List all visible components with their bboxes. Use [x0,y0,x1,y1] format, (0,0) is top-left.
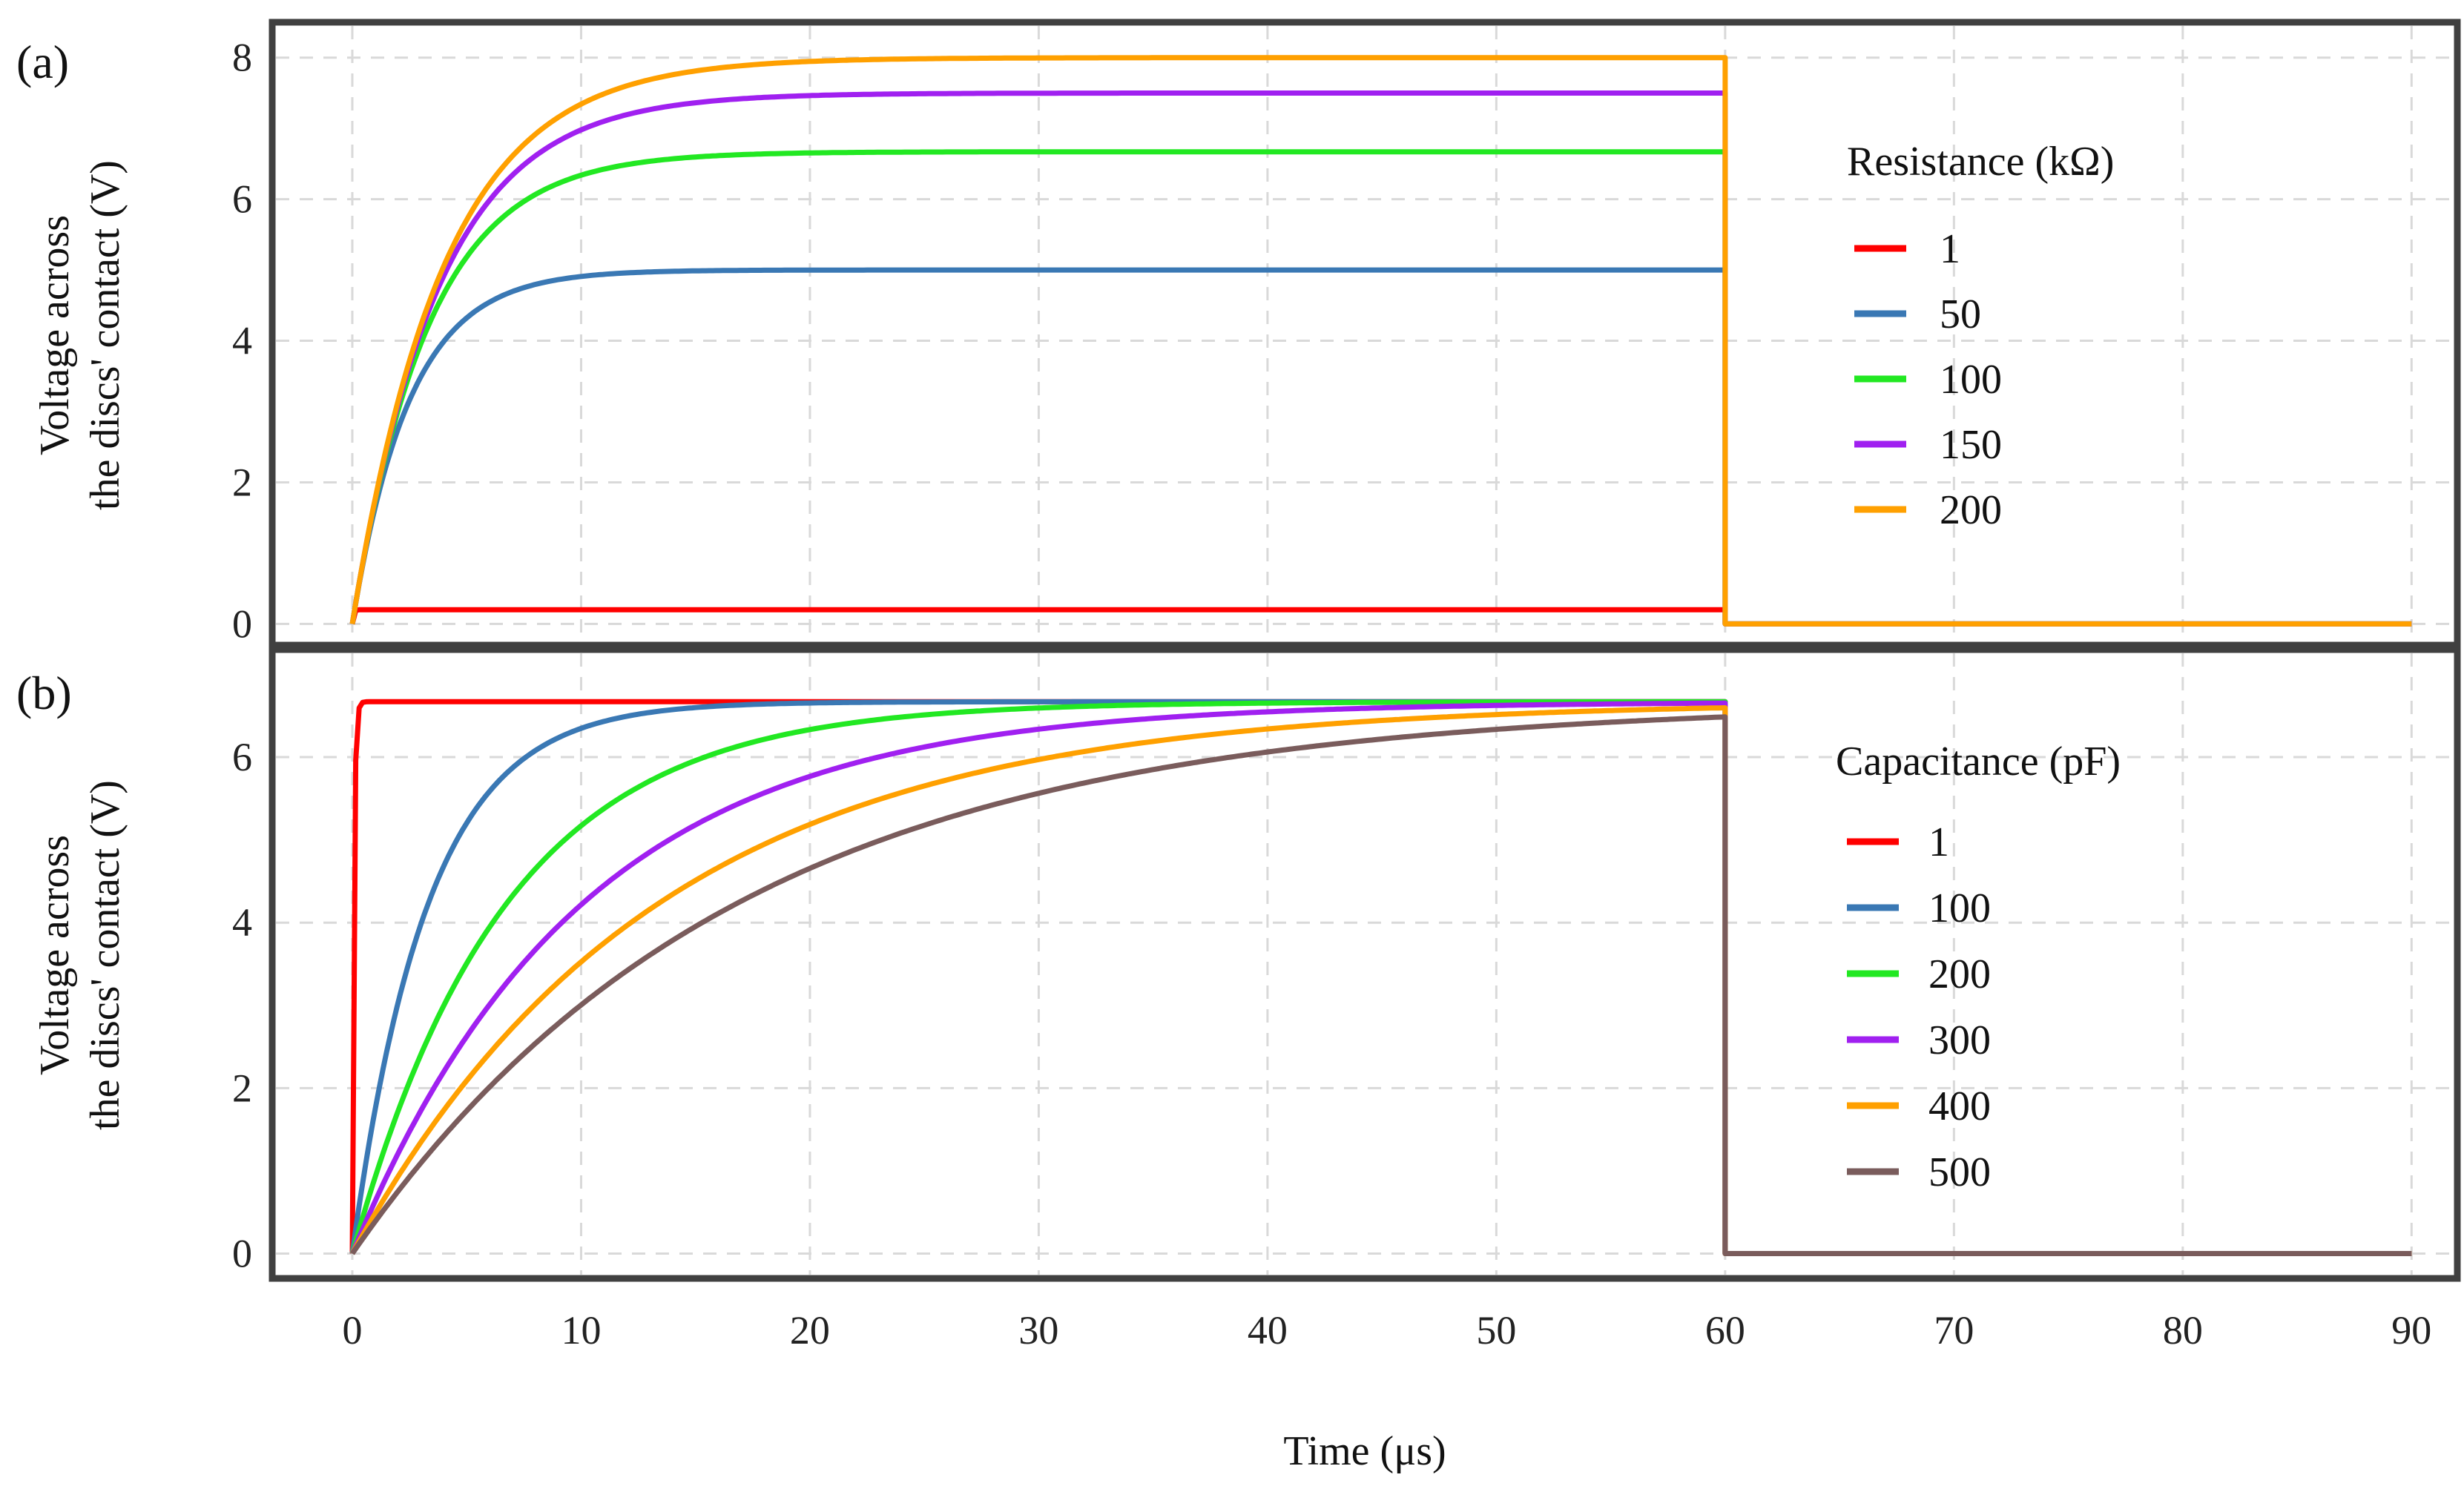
x-tick-label: 70 [1934,1308,1974,1353]
legend-label-1: 1 [1928,819,1949,865]
panel-a-y-label-line2: the discs' contact (V) [82,160,128,510]
legend-label-150: 150 [1940,422,2002,468]
x-axis-ticks: 0 10 20 30 40 50 60 70 80 90 [342,1308,2431,1353]
series-line-1 [349,607,2412,627]
panel-b-legend: Capacitance (pF) 1 100 200 300 400 500 [1836,739,2121,1195]
series-line-300 [349,700,2412,1256]
x-tick-label: 10 [561,1308,601,1353]
y-tick-label: 4 [232,319,252,363]
x-axis-label: Time (μs) [1283,1428,1446,1474]
legend-label-100: 100 [1928,885,1991,931]
y-tick-label: 4 [232,900,252,945]
series-line-400 [349,705,2412,1256]
x-tick-label: 0 [342,1308,362,1353]
panel-a-lines [349,55,2412,627]
x-tick-label: 90 [2391,1308,2431,1353]
panel-b-y-label-line1: Voltage across [32,835,78,1075]
panel-a-frame [269,19,2461,649]
panel-b-label: (b) [16,667,72,719]
legend-label-200: 200 [1928,951,1991,997]
panel-b-lines [349,699,2412,1256]
panel-b: 0 2 4 6 (b) Voltage across the discs' conta… [16,646,2461,1282]
panel-a-legend-title: Resistance (kΩ) [1847,139,2114,185]
y-tick-label: 6 [232,735,252,779]
y-tick-label: 2 [232,460,252,504]
series-line-100 [349,149,2412,627]
legend-label-50: 50 [1940,291,1981,337]
x-tick-label: 80 [2163,1308,2203,1353]
panel-b-y-label-line2: the discs' contact (V) [82,780,128,1130]
y-tick-label: 8 [232,36,252,80]
legend-label-300: 300 [1928,1017,1991,1063]
series-line-500 [350,714,2412,1256]
x-tick-label: 40 [1248,1308,1288,1353]
legend-label-1: 1 [1940,226,1960,272]
panel-b-grid [276,653,2454,1275]
y-tick-label: 6 [232,177,252,222]
x-tick-label: 30 [1018,1308,1058,1353]
panel-b-y-ticks: 0 2 4 6 [232,735,252,1275]
legend-label-500: 500 [1928,1149,1991,1195]
legend-label-200: 200 [1940,487,2002,533]
x-tick-label: 60 [1705,1308,1745,1353]
panel-a: 0 2 4 6 8 (a) Voltage across the discs' cont… [16,19,2461,649]
panel-a-y-label-line1: Voltage across [32,215,78,455]
legend-label-400: 400 [1928,1083,1991,1129]
series-line-200 [349,699,2412,1256]
x-tick-label: 20 [790,1308,830,1353]
panel-b-legend-title: Capacitance (pF) [1836,739,2121,785]
panel-b-frame [269,646,2461,1282]
panel-a-grid [276,26,2454,641]
series-line-50 [349,267,2412,627]
panel-a-label: (a) [16,36,69,88]
series-line-200 [349,55,2412,627]
y-tick-label: 2 [232,1066,252,1110]
legend-label-100: 100 [1940,357,2002,403]
y-tick-label: 0 [232,601,252,646]
y-tick-label: 0 [232,1232,252,1276]
series-line-150 [349,90,2412,627]
panel-a-y-ticks: 0 2 4 6 8 [232,36,252,647]
x-tick-label: 50 [1476,1308,1516,1353]
